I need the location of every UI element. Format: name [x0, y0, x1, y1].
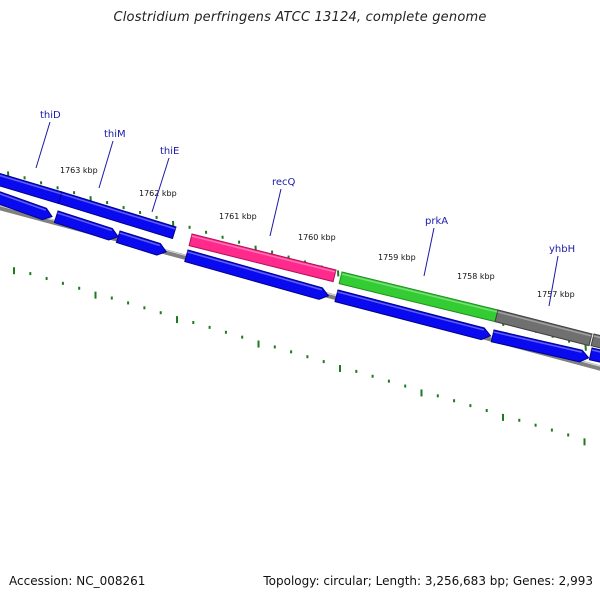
cds-upper-thiD-highlight [0, 174, 62, 195]
accession-text: Accession: NC_008261 [9, 574, 146, 588]
gene-leader-line [423, 227, 435, 277]
inner-tick-row [13, 267, 586, 446]
cds-upper-yhbH [494, 309, 593, 347]
cds-lower-3-highlight [119, 232, 160, 247]
feature-track [0, 172, 600, 363]
cds-lower-6 [490, 329, 590, 363]
cds-lower-1 [0, 191, 53, 221]
scale-label: 1759 kbp [378, 253, 416, 262]
scale-label: 1758 kbp [457, 272, 495, 281]
cds-lower-1-highlight [0, 193, 47, 211]
gene-label-prkA: prkA [425, 216, 448, 227]
cds-lower-6-highlight [493, 331, 582, 353]
gene-labels: thiD thiM thiE recQ prkA yhbH [35, 110, 575, 307]
gene-leader-line [98, 140, 114, 189]
gene-label-thiM: thiM [104, 129, 126, 140]
rna-upper-recQ [188, 233, 337, 283]
cds-lower-4 [184, 249, 330, 300]
cds-upper-thiM [57, 191, 177, 240]
scale-label: 1763 kbp [60, 166, 98, 175]
cds-lower-2 [53, 210, 119, 241]
gene-leader-line [269, 188, 282, 237]
gene-label-recQ: recQ [272, 177, 296, 188]
rna-upper-recQ-highlight [191, 235, 336, 273]
gene-leader-line [151, 157, 170, 213]
map-title: Clostridium perfringens ATCC 13124, comp… [113, 10, 487, 25]
scale-label: 1761 kbp [219, 212, 257, 221]
cds-upper-edge [590, 333, 600, 349]
cds-lower-edge-highlight [591, 349, 600, 353]
genome-summary-text: Topology: circular; Length: 3,256,683 bp… [263, 574, 593, 588]
gene-label-yhbH: yhbH [549, 244, 575, 255]
cds-upper-edge-highlight [593, 335, 600, 339]
gene-leader-line [548, 255, 559, 307]
gene-label-thiE: thiE [160, 146, 179, 157]
gene-label-thiD: thiD [40, 110, 61, 121]
cds-lower-2-highlight [57, 212, 113, 232]
cds-lower-3 [115, 230, 168, 256]
cds-lower-edge [588, 347, 600, 363]
cds-lower-5 [334, 289, 492, 341]
cds-upper-thiM-highlight [61, 193, 176, 230]
scale-label: 1760 kbp [298, 233, 336, 242]
cds-lower-4-highlight [187, 251, 322, 291]
cds-upper-prkA-highlight [341, 273, 498, 313]
cds-lower-5-highlight [337, 291, 484, 331]
cds-upper-yhbH-highlight [497, 311, 592, 337]
scale-label: 1757 kbp [537, 290, 575, 299]
gene-leader-line [35, 121, 51, 169]
